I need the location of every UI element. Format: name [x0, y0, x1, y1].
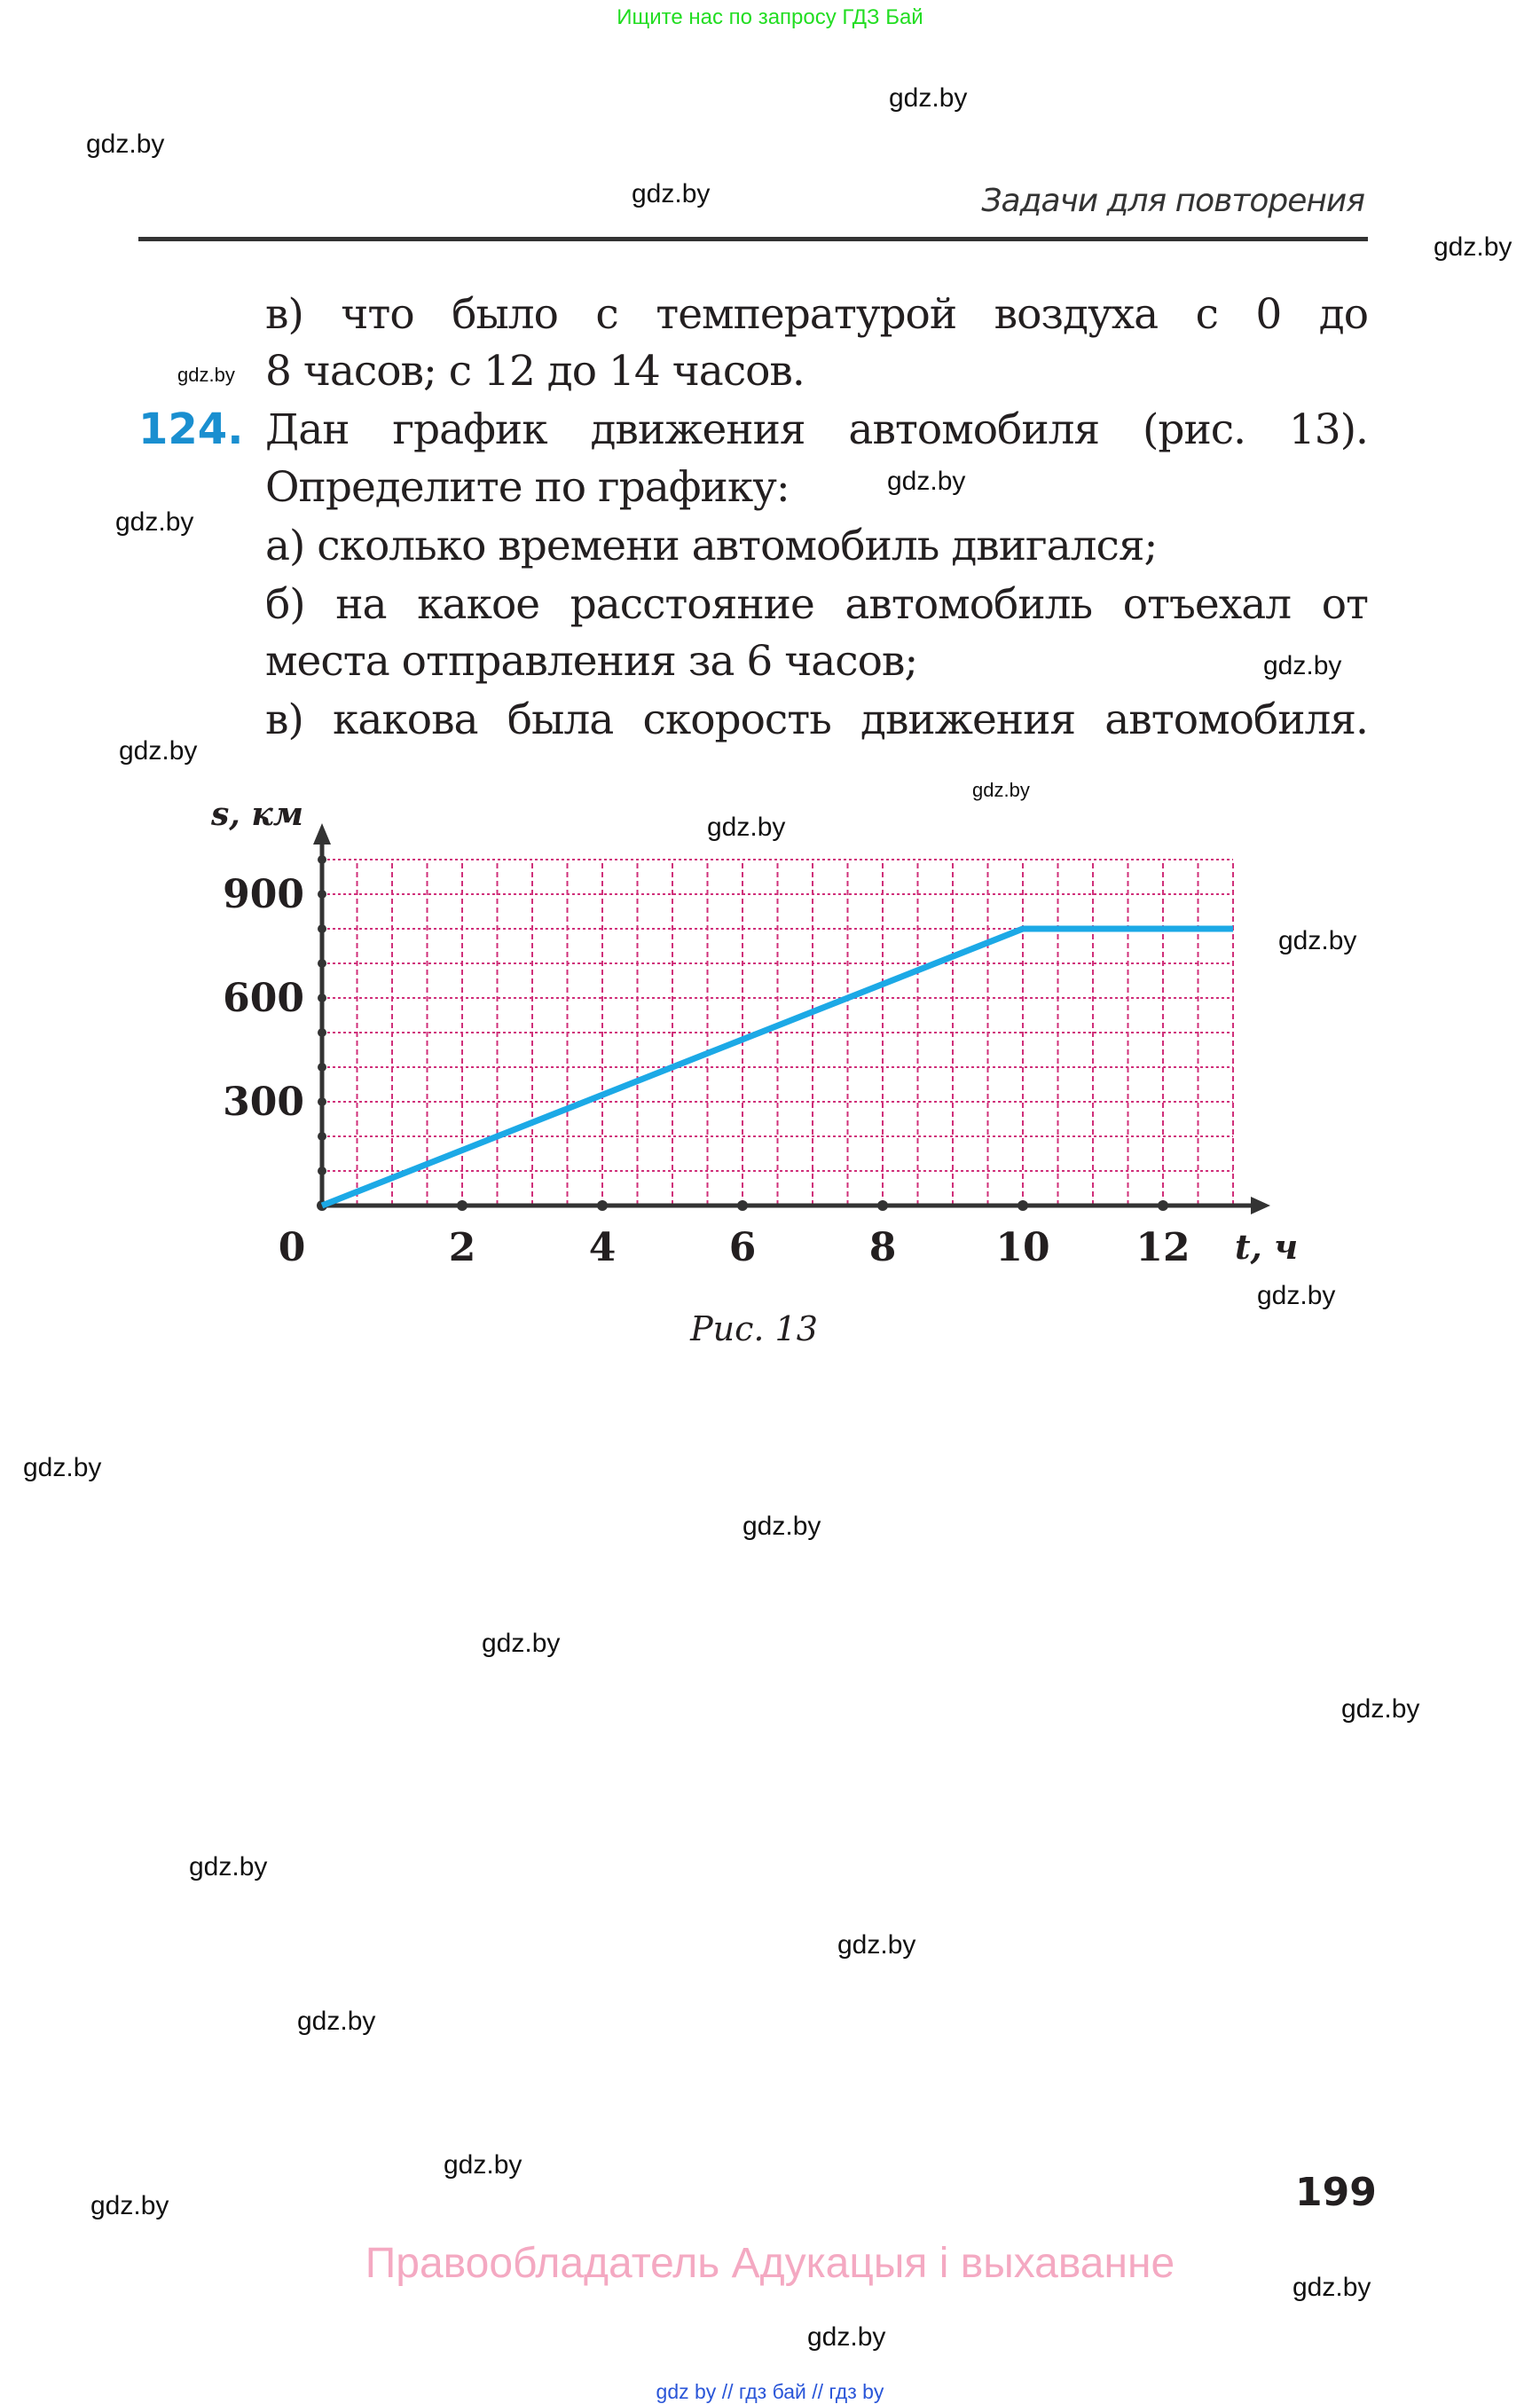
x-tick-label: 0 — [279, 1225, 306, 1270]
y-tick-label: 900 — [223, 872, 304, 917]
copyright-notice: Правообладатель Адукацыя і выхаванне — [365, 2240, 1175, 2287]
watermark: gdz.by — [742, 1512, 821, 1541]
watermark: gdz.by — [1341, 1694, 1420, 1724]
y-axis-arrow-icon — [313, 823, 331, 845]
watermark: gdz.by — [887, 467, 966, 496]
x-tick-dot — [1158, 1200, 1168, 1211]
watermark: gdz.by — [1292, 2273, 1371, 2302]
distance-line — [320, 925, 1233, 1209]
y-axis-label: s, км — [210, 796, 303, 833]
text-line: Дан график движения автомобиля (рис. 13)… — [265, 405, 1369, 454]
y-tick-dot — [318, 890, 326, 899]
header-rule — [138, 237, 1368, 241]
watermark: gdz.by — [177, 364, 235, 386]
x-tick-label: 10 — [995, 1225, 1049, 1270]
x-tick-dot — [457, 1200, 468, 1211]
text-line: места отправления за 6 часов; — [265, 637, 918, 686]
y-tick-label: 600 — [223, 976, 304, 1021]
x-tick-dot — [1018, 1200, 1028, 1211]
y-tick-dot — [318, 959, 326, 968]
text-line: в) какова была скорость движения автомоб… — [265, 695, 1369, 744]
x-axis-label: t, ч — [1235, 1227, 1298, 1267]
watermark: gdz.by — [115, 507, 194, 537]
y-tick-dot — [318, 1063, 326, 1072]
x-tick-dot — [737, 1200, 748, 1211]
watermark: gdz.by — [1263, 651, 1342, 680]
x-axis-arrow-icon — [1251, 1197, 1270, 1214]
y-tick-dot — [318, 924, 326, 933]
x-tick-label: 6 — [729, 1225, 757, 1270]
x-tick-dot — [877, 1200, 888, 1211]
watermark: gdz.by — [90, 2191, 169, 2220]
x-tick-label: 8 — [869, 1225, 897, 1270]
text-line: в) что было с температурой воздуха с 0 д… — [265, 290, 1369, 339]
top-banner[interactable]: Ищите нас по запросу ГДЗ Бай — [617, 5, 923, 29]
watermark: gdz.by — [444, 2150, 522, 2180]
watermark: gdz.by — [1278, 926, 1357, 955]
text-line: 8 часов; с 12 до 14 часов. — [265, 347, 805, 396]
watermark: gdz.by — [119, 736, 198, 766]
watermark: gdz.by — [189, 1852, 268, 1882]
watermark: gdz.by — [1434, 232, 1512, 262]
text-line: б) на какое расстояние автомобиль отъеха… — [265, 580, 1369, 629]
x-tick-label: 12 — [1135, 1225, 1190, 1270]
watermark: gdz.by — [482, 1629, 561, 1658]
y-tick-dot — [318, 855, 326, 864]
watermark: gdz.by — [1257, 1281, 1336, 1310]
watermark: gdz.by — [86, 130, 165, 159]
figure-caption: Рис. 13 — [690, 1309, 818, 1348]
motion-chart: 0 2 4 6 8 10 12 300 600 900 s, км t, ч — [210, 796, 1298, 1270]
x-tick-label: 4 — [589, 1225, 617, 1270]
watermark: gdz.by — [972, 779, 1030, 801]
y-tick-dot — [318, 994, 326, 1002]
watermark: gdz.by — [297, 2007, 376, 2036]
page-number: 199 — [1295, 2170, 1377, 2215]
y-tick-dot — [318, 1132, 326, 1141]
watermark: gdz.by — [807, 2322, 886, 2352]
y-tick-dot — [318, 1028, 326, 1037]
bottom-links[interactable]: gdz by // гдз бай // гдз by — [656, 2380, 884, 2403]
watermark: gdz.by — [707, 813, 786, 842]
x-tick-dot — [597, 1200, 608, 1211]
problem-number: 124. — [138, 405, 244, 454]
section-title: Задачи для повторения — [981, 183, 1365, 219]
watermark: gdz.by — [837, 1930, 916, 1960]
watermark: gdz.by — [889, 83, 968, 113]
y-tick-dot — [318, 1167, 326, 1175]
x-tick-label: 2 — [449, 1225, 476, 1270]
watermark: gdz.by — [23, 1453, 102, 1482]
text-line: а) сколько времени автомобиль двигался; — [265, 522, 1158, 570]
y-tick-dot — [318, 1097, 326, 1106]
y-tick-label: 300 — [223, 1080, 304, 1125]
watermark: gdz.by — [632, 179, 711, 208]
text-line: Определите по графику: — [265, 463, 790, 512]
